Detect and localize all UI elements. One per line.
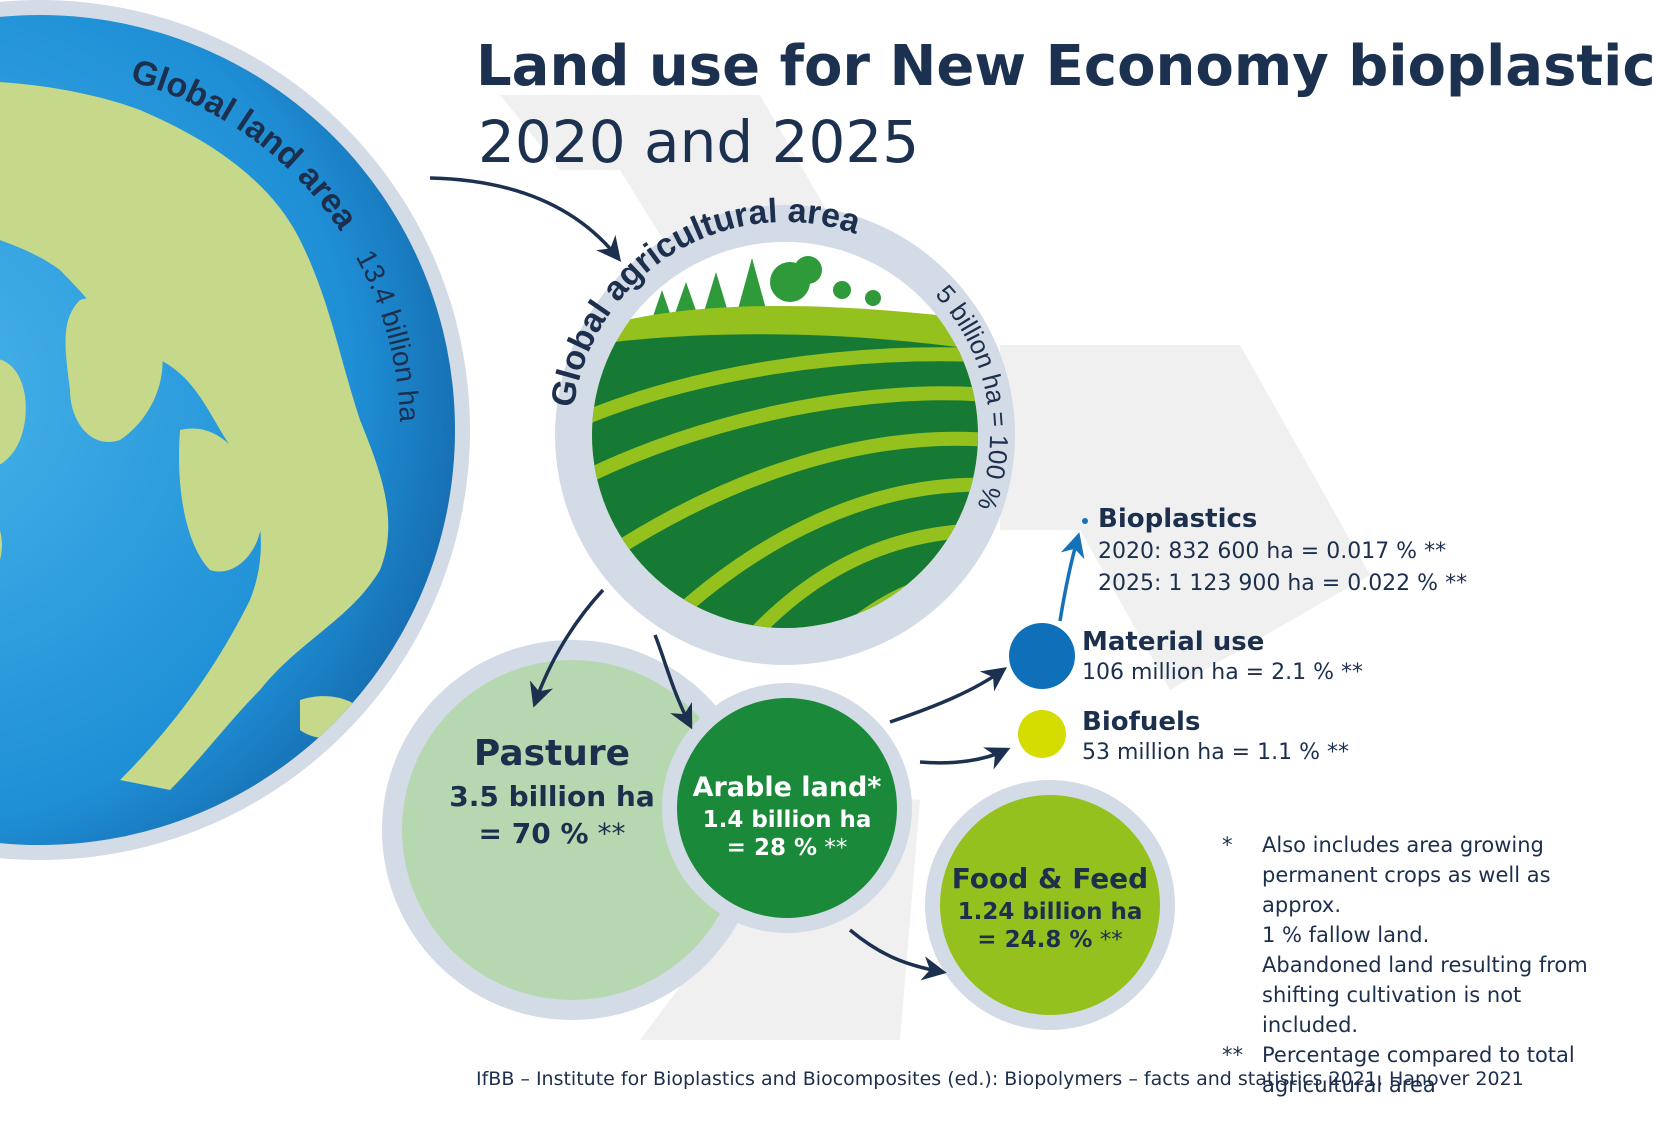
agricultural-area-circle	[555, 205, 1015, 665]
arable-text: Arable land* 1.4 billion ha = 28 % **	[677, 772, 897, 861]
footnote-1-mark: *	[1222, 833, 1233, 857]
pasture-label: Pasture	[473, 733, 631, 774]
footnote-1-line: shifting cultivation is not included.	[1262, 983, 1522, 1037]
footnote-1-line: permanent crops as well as approx.	[1262, 863, 1551, 917]
bioplastics-label: Bioplastics	[1098, 504, 1258, 534]
arable-mark: **	[824, 835, 848, 861]
pasture-mark: **	[597, 817, 626, 850]
arable-label: Arable land*	[692, 772, 882, 803]
pasture-share-line: = 70 % **	[432, 817, 672, 850]
footnote-2-line: Percentage compared to total	[1262, 1043, 1575, 1067]
bioplastics-2020: 2020: 832 600 ha = 0.017 % **	[1098, 539, 1447, 564]
flow-arrows	[429, 176, 1011, 981]
footnote-1: * Also includes area growing permanent c…	[1222, 830, 1622, 1040]
arrow-arable-to-biofuels	[919, 747, 1011, 770]
food-feed-share-line: = 24.8 % **	[940, 927, 1160, 953]
food-feed-text: Food & Feed 1.24 billion ha = 24.8 % **	[940, 862, 1160, 953]
footnote-2: ** Percentage compared to total agricult…	[1222, 1040, 1622, 1100]
pasture-value: 3.5 billion ha	[449, 780, 655, 813]
food-feed-mark: **	[1099, 927, 1123, 953]
pasture-circle	[402, 660, 742, 1000]
food-feed-circle	[940, 795, 1160, 1015]
footnote-2-line: agricultural area	[1262, 1073, 1436, 1097]
page-title: Land use for New Economy bioplastics	[476, 34, 1654, 99]
material-use-dot	[1009, 623, 1075, 689]
arable-circle	[677, 698, 897, 918]
bioplastics-text: Bioplastics 2020: 832 600 ha = 0.017 % *…	[1098, 504, 1467, 600]
food-feed-value: 1.24 billion ha	[957, 899, 1143, 925]
globe-continents	[0, 81, 389, 790]
footnote-1-body: Also includes area growing permanent cro…	[1262, 830, 1622, 1040]
page-subtitle: 2020 and 2025	[478, 108, 920, 176]
arrow-material-to-bioplastics	[1058, 532, 1085, 622]
food-feed-share: = 24.8 %	[977, 927, 1093, 953]
pasture-share: = 70 %	[478, 817, 589, 850]
food-feed-label: Food & Feed	[951, 862, 1149, 895]
biofuels-value: 53 million ha = 1.1 % **	[1082, 740, 1349, 765]
arrow-agri-to-arable	[653, 634, 693, 730]
bioplastics-2025: 2025: 1 123 900 ha = 0.022 % **	[1098, 571, 1468, 596]
pasture-text: Pasture 3.5 billion ha = 70 % **	[432, 733, 672, 850]
footnote-2-mark: **	[1222, 1043, 1243, 1067]
footnotes: * Also includes area growing permanent c…	[1222, 830, 1622, 1100]
bioplastics-dot	[1082, 518, 1088, 524]
footnote-1-line: Abandoned land resulting from	[1262, 953, 1588, 977]
arrow-arable-to-material	[889, 667, 1007, 724]
arrow-agri-to-pasture	[529, 588, 605, 708]
globe	[0, 0, 470, 860]
arrow-arable-to-food	[848, 928, 947, 981]
material-use-value: 106 million ha = 2.1 % **	[1082, 660, 1363, 685]
source-citation: IfBB – Institute for Bioplastics and Bio…	[476, 1068, 1524, 1090]
biofuels-label: Biofuels	[1082, 707, 1201, 737]
footnote-1-line: 1 % fallow land.	[1262, 923, 1430, 947]
footnote-2-body: Percentage compared to total agricultura…	[1262, 1040, 1575, 1100]
arable-share: = 28 %	[726, 835, 818, 861]
biofuels-dot	[1018, 710, 1066, 758]
material-use-text: Material use 106 million ha = 2.1 % **	[1082, 627, 1363, 689]
footnote-1-line: Also includes area growing	[1262, 833, 1544, 857]
arable-value: 1.4 billion ha	[702, 807, 872, 833]
biofuels-text: Biofuels 53 million ha = 1.1 % **	[1082, 707, 1349, 769]
material-use-label: Material use	[1082, 627, 1265, 657]
arable-share-line: = 28 % **	[677, 835, 897, 861]
arrow-land-to-agri	[429, 176, 622, 262]
